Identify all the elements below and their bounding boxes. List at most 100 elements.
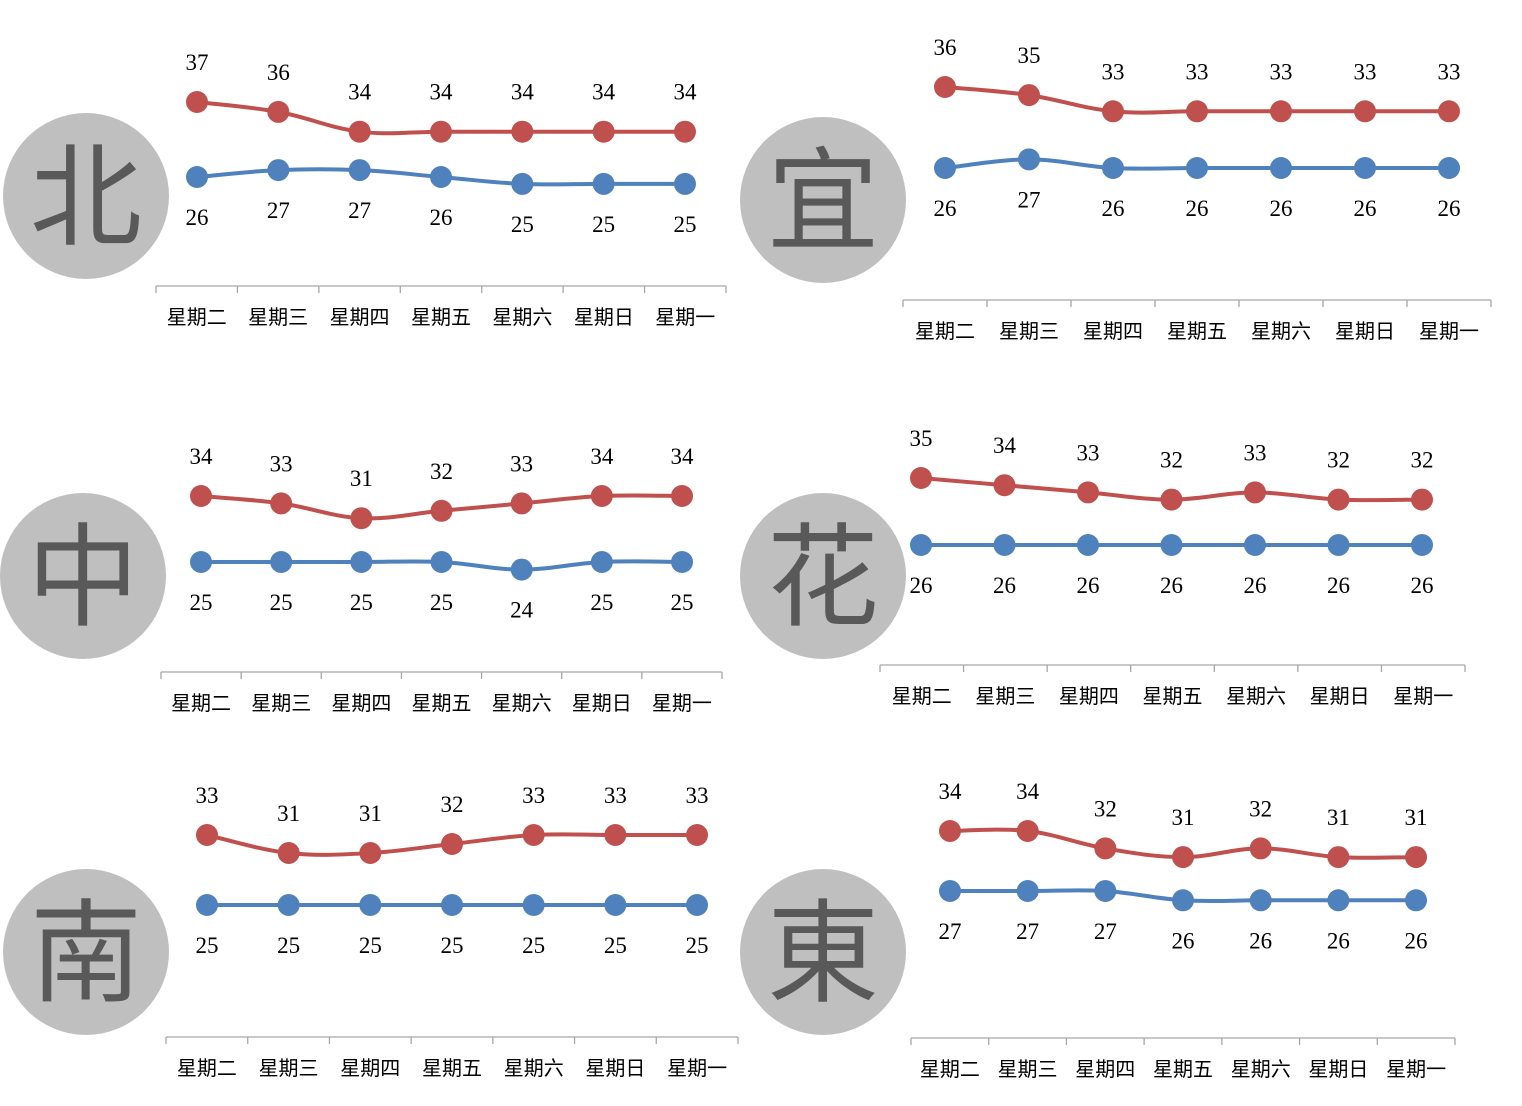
low-temp-label: 26 [1327,573,1350,598]
high-temp-point [348,120,371,143]
category-label: 星期二 [915,321,975,343]
category-label: 星期五 [412,693,472,715]
low-temp-point [429,166,452,188]
category-label: 星期四 [1059,686,1119,708]
high-temp-point [1327,488,1350,511]
low-temp-label: 26 [1411,573,1434,598]
high-temp-point [1405,846,1428,869]
high-temp-point [1172,846,1195,869]
high-temp-label: 32 [1327,448,1350,473]
category-label: 星期三 [251,693,311,715]
low-temp-label: 25 [441,933,464,958]
category-label: 星期五 [1153,1059,1213,1081]
low-temp-label: 25 [196,933,219,958]
category-label: 星期六 [1251,320,1311,343]
high-temp-label: 35 [1018,43,1041,68]
high-temp-point [1249,837,1272,860]
low-temp-label: 26 [429,205,452,230]
category-label: 星期三 [999,321,1059,343]
low-temp-point [671,551,694,573]
high-temp-label: 33 [196,783,219,808]
category-label: 星期六 [492,692,552,715]
low-temp-point [277,894,300,916]
category-label: 星期六 [1231,1058,1291,1081]
high-temp-point [1186,100,1208,123]
high-temp-point [359,842,382,864]
category-label: 星期五 [1167,321,1227,343]
low-temp-point [510,558,533,581]
low-temp-point [673,172,696,195]
high-temp-label: 32 [441,792,464,817]
category-label: 星期二 [167,307,227,329]
low-temp-label: 26 [1438,196,1461,221]
low-temp-point [590,551,613,573]
category-label: 星期二 [171,693,231,715]
high-temp-point [686,824,709,846]
low-temp-label: 26 [186,205,209,230]
low-temp-point [686,894,709,916]
high-temp-label: 34 [429,80,453,105]
low-temp-label: 25 [686,933,709,958]
low-temp-label: 25 [430,590,453,615]
category-label: 星期六 [504,1057,564,1080]
region-badge [0,493,166,659]
high-temp-point [1016,820,1039,842]
high-temp-point [1354,100,1376,123]
category-label: 星期一 [667,1058,727,1080]
high-temp-label: 34 [590,444,614,469]
low-temp-point [1411,534,1433,556]
category-label: 星期三 [975,686,1035,708]
low-temp-point [604,894,627,916]
low-temp-label: 25 [671,590,694,615]
low-temp-label: 26 [1172,928,1195,953]
region-label: 宜 [767,137,879,267]
low-temp-label: 25 [270,590,293,615]
low-temp-point [348,159,371,182]
high-temp-label: 33 [1438,59,1461,84]
high-temp-label: 33 [1102,59,1125,84]
low-temp-point [910,534,932,556]
category-label: 星期三 [998,1059,1058,1081]
low-temp-label: 25 [673,212,696,237]
low-temp-label: 26 [1077,573,1100,598]
low-temp-label: 26 [1327,928,1350,953]
high-temp-label: 32 [1411,448,1434,473]
high-temp-label: 33 [270,451,293,476]
region-label: 南 [30,889,142,1019]
low-temp-point [350,551,373,573]
high-temp-point [441,833,464,855]
category-label: 星期一 [1393,686,1453,708]
high-temp-point [1438,100,1460,123]
low-temp-point [1094,880,1117,902]
low-temp-label: 27 [267,198,290,223]
high-temp-point [277,842,300,864]
high-temp-label: 34 [592,80,616,105]
category-label: 星期四 [1083,321,1143,343]
high-temp-label: 31 [359,801,382,826]
category-label: 星期三 [248,307,308,329]
high-temp-label: 32 [1094,796,1117,821]
low-temp-point [511,172,534,195]
high-temp-label: 32 [430,459,453,484]
low-temp-point [267,159,290,182]
high-temp-label: 31 [1327,805,1350,830]
high-temp-point [270,492,293,515]
low-temp-label: 25 [359,933,382,958]
low-temp-point [186,166,208,188]
high-temp-point [1160,488,1183,511]
high-temp-point [522,824,545,846]
high-temp-label: 31 [1172,805,1195,830]
high-temp-label: 34 [673,80,697,105]
high-temp-point [939,820,961,842]
low-temp-point [1327,534,1350,556]
high-temp-point [590,485,613,507]
low-temp-label: 25 [522,933,545,958]
high-temp-point [350,507,373,530]
low-temp-label: 25 [190,590,213,615]
high-temp-point [1094,837,1117,860]
low-temp-point [934,157,956,179]
high-temp-label: 33 [1244,440,1267,465]
